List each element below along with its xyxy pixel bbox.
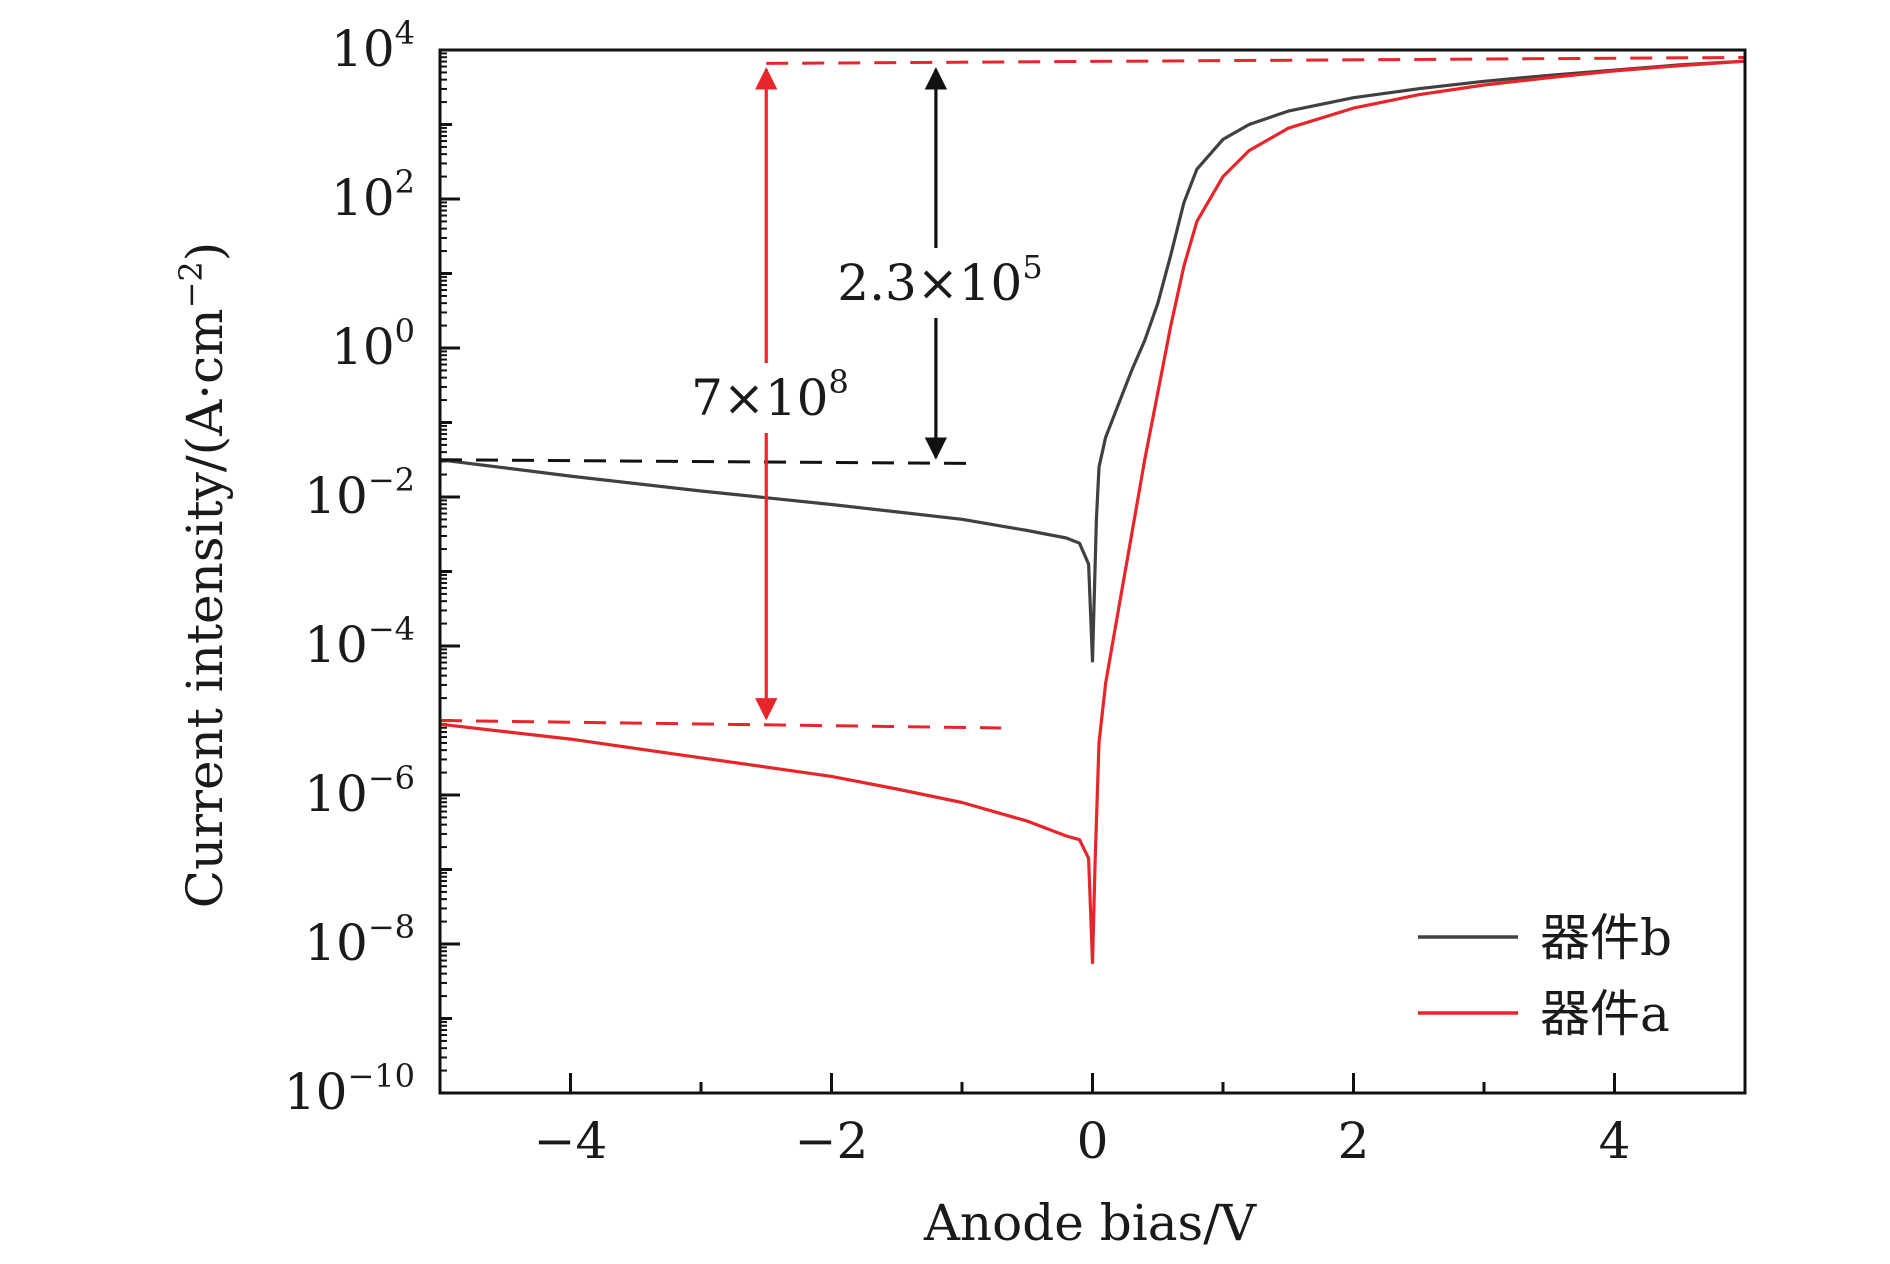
x-tick-label: −4 xyxy=(534,1112,608,1170)
series-line-device-a xyxy=(439,59,1746,965)
y-tick-label: 10−8 xyxy=(304,908,415,972)
y-tick-label: 100 xyxy=(331,312,415,376)
x-tick-label: 4 xyxy=(1599,1112,1631,1170)
series-line-device-b xyxy=(439,59,1746,663)
y-tick-label: 104 xyxy=(331,14,415,78)
x-tick-label: 0 xyxy=(1077,1112,1109,1170)
reference-dashed-line xyxy=(766,55,1746,65)
x-tick-labels: −4 −2 0 2 4 xyxy=(534,1112,1631,1170)
y-axis-label-main: Current intensity/(A·cm xyxy=(176,308,234,908)
annotation-label-bg xyxy=(822,248,1058,318)
y-tick-label: 10−4 xyxy=(304,610,415,674)
annotation-label: 2.3×105 xyxy=(837,248,1042,312)
y-tick-label: 10−10 xyxy=(284,1057,415,1121)
legend-label: 器件a xyxy=(1540,985,1670,1043)
legend: 器件b 器件a xyxy=(1418,909,1672,1043)
annotation-label-bg xyxy=(678,363,862,433)
reference-dashed-line xyxy=(439,458,976,465)
y-tick-label: 102 xyxy=(331,163,415,227)
annotations: 2.3×105 7×108 xyxy=(678,67,1058,721)
series-layer xyxy=(439,59,1746,965)
y-axis-label: Current intensity/(A·cm−2) xyxy=(172,242,234,909)
reference-lines xyxy=(439,55,1746,730)
legend-label: 器件b xyxy=(1540,909,1672,967)
y-axis-label-close: ) xyxy=(176,242,234,262)
y-tick-label: 10−6 xyxy=(304,759,415,823)
x-tick-label: −2 xyxy=(795,1112,869,1170)
y-tick-labels: 104 102 100 10−2 10−4 10−6 10−8 10−10 xyxy=(284,14,415,1121)
plot-frame xyxy=(438,48,1747,1095)
y-tick-label: 10−2 xyxy=(304,461,415,525)
y-axis-label-sup: −2 xyxy=(172,261,210,308)
reference-dashed-line xyxy=(439,719,1002,730)
x-tick-label: 2 xyxy=(1338,1112,1370,1170)
annotation-label: 7×108 xyxy=(691,363,849,427)
x-axis-label: Anode bias/V xyxy=(923,1194,1257,1252)
